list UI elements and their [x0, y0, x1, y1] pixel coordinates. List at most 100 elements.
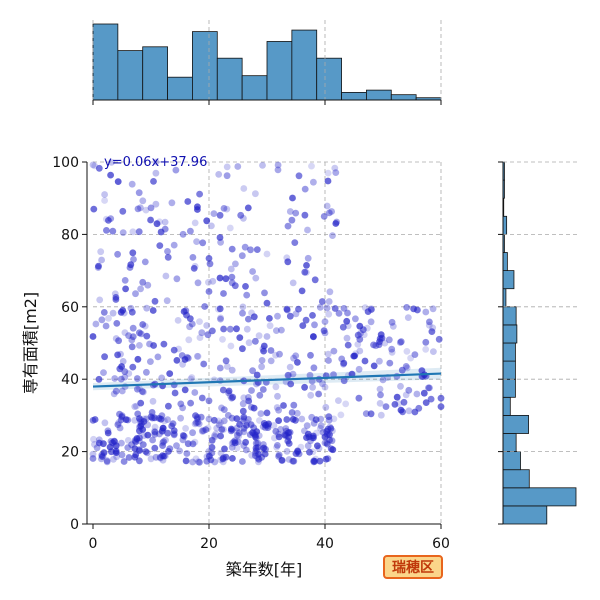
scatter-point: [275, 406, 282, 414]
scatter-point: [94, 264, 102, 271]
scatter-point: [147, 455, 155, 463]
scatter-point: [363, 324, 371, 332]
scatter-point: [224, 412, 232, 419]
scatter-point: [205, 415, 213, 423]
scatter-point: [151, 428, 159, 436]
scatter-point: [144, 431, 152, 439]
scatter-point: [335, 397, 342, 404]
scatter-point: [263, 333, 271, 340]
scatter-point: [152, 158, 160, 166]
scatter-point: [209, 277, 217, 285]
scatter-point: [103, 457, 111, 465]
scatter-point: [233, 444, 241, 452]
scatter-point: [279, 457, 286, 464]
scatter-point: [324, 177, 332, 185]
scatter-point: [326, 288, 334, 296]
scatter-point: [329, 446, 337, 454]
scatter-point: [301, 383, 308, 391]
x-hist-bar: [341, 92, 367, 101]
scatter-point: [287, 380, 295, 388]
scatter-point: [274, 312, 281, 320]
scatter-point: [263, 409, 271, 417]
regression-line: [92, 372, 442, 388]
scatter-point: [301, 185, 309, 193]
scatter-point: [255, 332, 263, 340]
scatter-point: [229, 393, 237, 401]
scatter-point: [117, 416, 125, 424]
scatter-point: [430, 348, 437, 355]
scatter-point: [129, 363, 137, 371]
scatter-point: [149, 397, 157, 405]
scatter-point: [179, 360, 187, 368]
scatter-point: [405, 407, 413, 415]
district-badge: 瑞穂区: [383, 555, 443, 579]
scatter-point: [367, 318, 375, 326]
scatter-point: [179, 230, 187, 238]
scatter-point: [103, 458, 111, 466]
scatter-point: [170, 427, 178, 434]
scatter-point: [389, 322, 397, 330]
scatter-point: [216, 364, 224, 372]
scatter-point: [219, 386, 227, 394]
scatter-point: [324, 169, 332, 177]
scatter-point: [302, 316, 310, 324]
scatter-point: [136, 446, 143, 453]
scatter-point: [364, 308, 372, 315]
scatter-point: [249, 367, 256, 375]
scatter-point: [381, 339, 389, 347]
scatter-point: [316, 303, 324, 311]
scatter-point: [135, 228, 143, 236]
scatter-point: [162, 452, 169, 460]
scatter-point: [309, 448, 317, 456]
scatter-point: [301, 427, 308, 435]
scatter-point: [159, 452, 167, 460]
scatter-point: [367, 410, 375, 418]
scatter-point: [272, 351, 279, 359]
scatter-point: [322, 455, 330, 463]
scatter-point: [220, 290, 227, 297]
scatter-point: [320, 213, 328, 220]
scatter-point: [253, 380, 260, 388]
scatter-point: [229, 455, 236, 462]
scatter-point: [185, 336, 193, 344]
scatter-point: [170, 241, 178, 249]
scatter-point: [154, 353, 162, 361]
scatter-point: [158, 427, 166, 435]
scatter-point: [413, 390, 421, 398]
scatter-point: [103, 215, 110, 223]
y-hist-bar: [502, 252, 508, 272]
scatter-point: [426, 384, 433, 392]
scatter-point: [252, 439, 260, 447]
scatter-point: [125, 370, 133, 377]
x-hist-bar: [167, 76, 193, 101]
scatter-point: [217, 315, 224, 323]
scatter-point: [246, 431, 254, 438]
scatter-point: [304, 442, 312, 450]
scatter-point: [437, 403, 445, 410]
scatter-point: [216, 305, 224, 313]
scatter-point: [223, 163, 231, 171]
scatter-point: [143, 304, 151, 312]
scatter-point: [139, 388, 147, 396]
scatter-point: [340, 377, 348, 385]
scatter-point: [150, 342, 158, 349]
scatter-point: [219, 455, 227, 463]
scatter-point: [325, 357, 332, 364]
scatter-point: [205, 288, 213, 295]
scatter-point: [233, 325, 240, 333]
scatter-point: [190, 265, 198, 272]
x-ticks: 0 20 40 60: [89, 524, 450, 552]
scatter-point: [240, 214, 247, 222]
scatter-point: [376, 400, 384, 407]
scatter-point: [288, 409, 296, 416]
scatter-point: [217, 419, 225, 427]
scatter-point: [411, 408, 419, 416]
scatter-point: [245, 397, 253, 405]
scatter-point: [223, 205, 231, 213]
scatter-point: [429, 324, 437, 332]
scatter-point: [320, 327, 328, 335]
scatter-point: [169, 420, 177, 427]
x-axis-title: 築年数[年]: [226, 560, 303, 579]
scatter-point: [121, 373, 129, 381]
scatter-point: [208, 437, 216, 445]
